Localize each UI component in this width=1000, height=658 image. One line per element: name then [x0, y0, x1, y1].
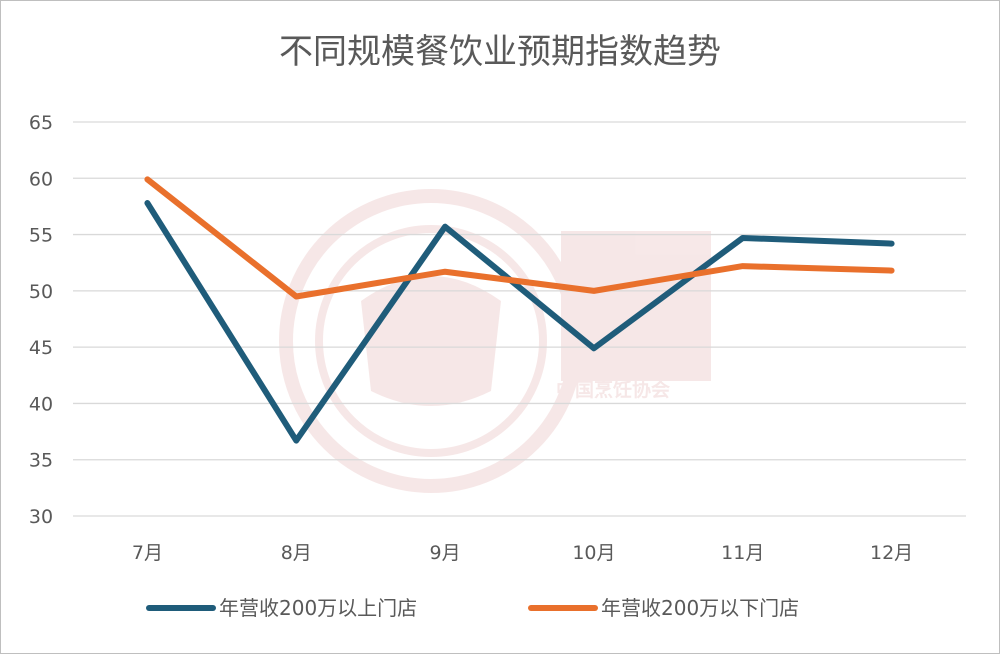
y-tick-label: 65 — [29, 112, 53, 134]
x-tick-label: 9月 — [430, 542, 461, 564]
y-tick-label: 45 — [29, 337, 53, 359]
y-tick-label: 55 — [29, 225, 53, 247]
y-tick-label: 35 — [29, 450, 53, 472]
watermark: 中国烹饪协会 — [286, 196, 711, 486]
y-axis-ticks: 65 60 55 50 45 40 35 30 — [29, 112, 53, 528]
watermark-text: 中国烹饪协会 — [556, 378, 670, 401]
x-tick-label: 8月 — [281, 542, 312, 564]
legend-label-0: 年营收200万以上门店 — [219, 596, 417, 620]
legend: 年营收200万以上门店 年营收200万以下门店 — [149, 596, 799, 620]
y-tick-label: 30 — [29, 506, 53, 528]
chart-title: 不同规模餐饮业预期指数趋势 — [279, 32, 721, 72]
y-tick-label: 40 — [29, 393, 53, 415]
y-tick-label: 60 — [29, 168, 53, 190]
x-tick-label: 12月 — [870, 542, 913, 564]
x-axis-ticks: 7月 8月 9月 10月 11月 12月 — [132, 542, 913, 564]
x-tick-label: 11月 — [721, 542, 764, 564]
x-tick-label: 7月 — [132, 542, 163, 564]
legend-label-1: 年营收200万以下门店 — [601, 596, 799, 620]
x-tick-label: 10月 — [572, 542, 615, 564]
y-tick-label: 50 — [29, 281, 53, 303]
